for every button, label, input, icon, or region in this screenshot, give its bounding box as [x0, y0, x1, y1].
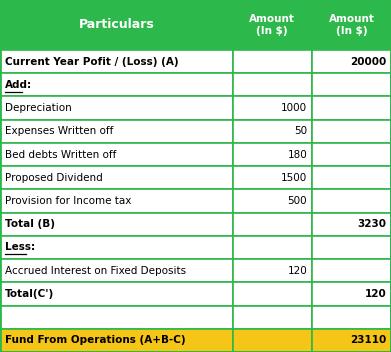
Bar: [233, 96, 312, 120]
Bar: [233, 329, 312, 352]
Text: Amount
(In $): Amount (In $): [249, 14, 295, 36]
Bar: [233, 282, 312, 306]
Text: Total (B): Total (B): [5, 219, 55, 229]
Bar: [0, 50, 233, 73]
Bar: [0, 282, 233, 306]
Text: Amount
(In $): Amount (In $): [328, 14, 374, 36]
Bar: [312, 73, 391, 96]
Text: 1000: 1000: [281, 103, 307, 113]
Bar: [0, 259, 233, 282]
Text: Add:: Add:: [5, 80, 32, 90]
Bar: [233, 259, 312, 282]
Bar: [0, 0, 391, 50]
Text: 23110: 23110: [350, 335, 386, 345]
Bar: [312, 213, 391, 236]
Text: Current Year Pofit / (Loss) (A): Current Year Pofit / (Loss) (A): [5, 57, 178, 67]
Text: Expenses Written off: Expenses Written off: [5, 126, 113, 136]
Text: 3230: 3230: [357, 219, 386, 229]
Bar: [0, 306, 233, 329]
Text: 50: 50: [294, 126, 307, 136]
Bar: [233, 236, 312, 259]
Bar: [312, 282, 391, 306]
Text: 120: 120: [364, 289, 386, 299]
Text: Provision for Income tax: Provision for Income tax: [5, 196, 131, 206]
Text: Bed debts Written off: Bed debts Written off: [5, 150, 116, 159]
Text: Total(C'): Total(C'): [5, 289, 54, 299]
Text: Less:: Less:: [5, 243, 35, 252]
Bar: [312, 259, 391, 282]
Text: Accrued Interest on Fixed Deposits: Accrued Interest on Fixed Deposits: [5, 266, 186, 276]
Bar: [233, 143, 312, 166]
Bar: [233, 50, 312, 73]
Bar: [0, 236, 233, 259]
Bar: [0, 213, 233, 236]
Text: 20000: 20000: [350, 57, 386, 67]
Bar: [312, 50, 391, 73]
Text: 120: 120: [287, 266, 307, 276]
Text: 180: 180: [287, 150, 307, 159]
Bar: [233, 166, 312, 189]
Bar: [312, 329, 391, 352]
Bar: [233, 73, 312, 96]
Bar: [312, 120, 391, 143]
Text: Depreciation: Depreciation: [5, 103, 72, 113]
Text: 500: 500: [287, 196, 307, 206]
Bar: [0, 189, 233, 213]
Bar: [312, 189, 391, 213]
Bar: [0, 120, 233, 143]
Bar: [233, 306, 312, 329]
Bar: [0, 329, 233, 352]
Bar: [0, 166, 233, 189]
Text: 1500: 1500: [281, 173, 307, 183]
Bar: [233, 120, 312, 143]
Text: Proposed Dividend: Proposed Dividend: [5, 173, 102, 183]
Bar: [233, 213, 312, 236]
Text: Fund From Operations (A+B-C): Fund From Operations (A+B-C): [5, 335, 185, 345]
Bar: [312, 306, 391, 329]
Bar: [312, 236, 391, 259]
Bar: [312, 166, 391, 189]
Bar: [233, 189, 312, 213]
Text: Particulars: Particulars: [79, 19, 154, 31]
Bar: [312, 96, 391, 120]
Bar: [0, 73, 233, 96]
Bar: [0, 143, 233, 166]
Bar: [0, 96, 233, 120]
Bar: [312, 143, 391, 166]
